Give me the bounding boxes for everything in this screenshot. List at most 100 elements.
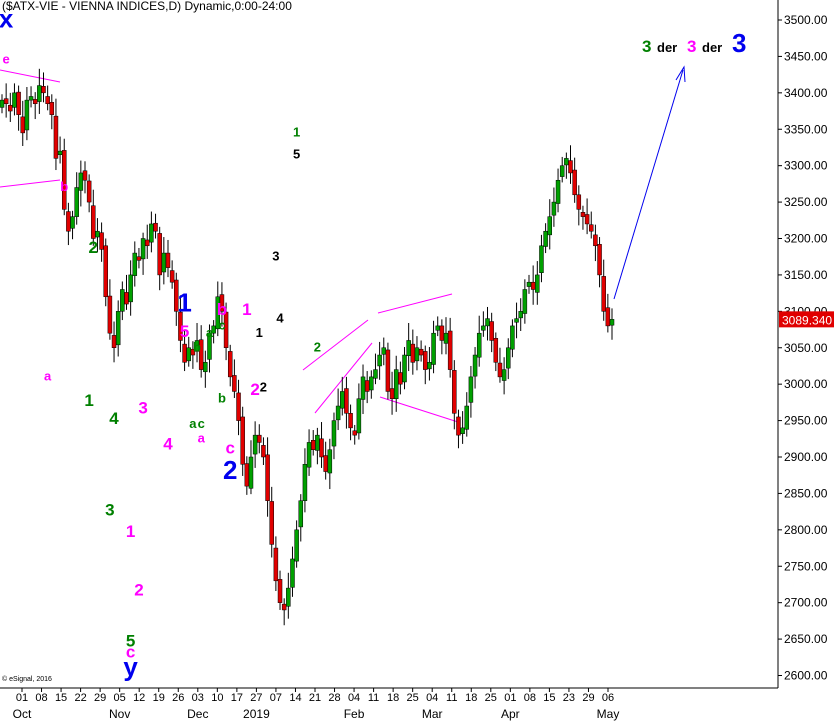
candle-body <box>28 96 34 101</box>
y-tick-label: 3000.00 <box>784 377 828 391</box>
candle-body <box>580 212 586 217</box>
x-tick-label: 15 <box>55 692 67 704</box>
y-tick-label: 3300.00 <box>784 159 828 173</box>
wave-label: a <box>44 369 52 384</box>
candle-body <box>61 150 67 210</box>
candle-body <box>493 338 499 363</box>
candle-body <box>518 311 523 319</box>
candle-body <box>447 330 453 370</box>
candle-body <box>597 244 602 276</box>
wave-label: 5 <box>126 631 135 650</box>
candle-body <box>223 311 229 349</box>
wave-label: 3 <box>105 500 114 519</box>
wave-label: 2 <box>89 238 98 257</box>
candle-body <box>12 92 17 108</box>
candle-body <box>269 501 274 545</box>
x-tick-label: 26 <box>172 692 184 704</box>
x-tick-label: 07 <box>270 692 282 704</box>
candle-body <box>427 362 432 370</box>
y-tick-label: 2900.00 <box>784 450 828 464</box>
candle-body <box>190 348 196 356</box>
candle-body <box>0 99 5 108</box>
candle-body <box>584 214 590 225</box>
candle-body <box>95 230 100 238</box>
x-month-label: May <box>597 707 620 721</box>
candle-body <box>132 252 138 276</box>
candle-body <box>240 416 245 465</box>
candle-body <box>136 256 142 261</box>
candle-body <box>468 376 474 403</box>
candle-body <box>215 296 221 330</box>
x-tick-label: 04 <box>348 692 360 704</box>
candle-body <box>551 201 557 216</box>
candle-body <box>66 211 71 232</box>
candle-body <box>294 529 299 562</box>
candle-body <box>248 456 254 489</box>
x-tick-label: 01 <box>504 692 516 704</box>
x-tick-label: 17 <box>231 692 243 704</box>
x-tick-label: 14 <box>289 692 301 704</box>
y-tick-label: 2850.00 <box>784 486 828 500</box>
candle-body <box>103 245 108 298</box>
candle-body <box>414 347 420 362</box>
target-label-part: der <box>702 40 722 55</box>
x-tick-label: 23 <box>563 692 575 704</box>
candle-body <box>3 98 9 105</box>
y-tick-label: 2600.00 <box>784 669 828 683</box>
y-tick-label: 2750.00 <box>784 559 828 573</box>
candle-body <box>489 321 494 341</box>
x-tick-label: 18 <box>387 692 399 704</box>
candle-body <box>74 187 79 217</box>
wave-label: 1 <box>242 300 251 319</box>
candle-body <box>526 281 532 287</box>
candle-body <box>149 223 154 243</box>
candle-body <box>568 160 573 174</box>
projection-arrow <box>613 69 684 300</box>
wave-label: 1 <box>126 522 135 541</box>
target-label-part: 3 <box>642 37 651 56</box>
x-tick-label: 11 <box>446 692 457 704</box>
x-tick-label: 10 <box>211 692 223 704</box>
y-tick-label: 2650.00 <box>784 632 828 646</box>
x-month-label: Apr <box>501 707 520 721</box>
candle-body <box>393 369 399 399</box>
candle-body <box>593 234 598 247</box>
candle-body <box>364 380 370 392</box>
candle-body <box>385 349 391 392</box>
candle-body <box>510 325 515 350</box>
x-tick-label: 11 <box>368 692 379 704</box>
candle-body <box>406 340 411 357</box>
trendline <box>0 69 61 83</box>
candle-body <box>506 347 511 369</box>
x-tick-label: 25 <box>407 692 419 704</box>
x-tick-label: 29 <box>582 692 594 704</box>
candle-body <box>49 102 55 115</box>
candle-body <box>124 292 129 305</box>
candle-body <box>70 216 75 229</box>
candle-body <box>203 362 208 373</box>
candle-body <box>16 91 21 115</box>
candle-body <box>535 274 540 293</box>
candle-body <box>344 388 349 414</box>
candle-body <box>522 289 528 314</box>
y-tick-label: 3050.00 <box>784 341 828 355</box>
x-tick-label: 04 <box>426 692 438 704</box>
y-tick-label: 3200.00 <box>784 232 828 246</box>
x-tick-label: 29 <box>94 692 106 704</box>
candle-body <box>327 449 333 474</box>
candle-body <box>99 232 104 250</box>
candle-body <box>472 354 478 377</box>
x-tick-label: 27 <box>250 692 262 704</box>
x-tick-label: 15 <box>543 692 555 704</box>
candle-body <box>178 311 183 341</box>
candle-body <box>609 319 615 326</box>
candle-body <box>485 318 490 327</box>
candle-body <box>273 547 279 582</box>
candle-body <box>227 351 233 378</box>
wave-label: 2 <box>260 379 267 394</box>
wave-label: 1 <box>293 125 300 140</box>
y-tick-label: 3400.00 <box>784 86 828 100</box>
y-tick-label: 3500.00 <box>784 13 828 27</box>
wave-label: 4 <box>163 435 173 454</box>
